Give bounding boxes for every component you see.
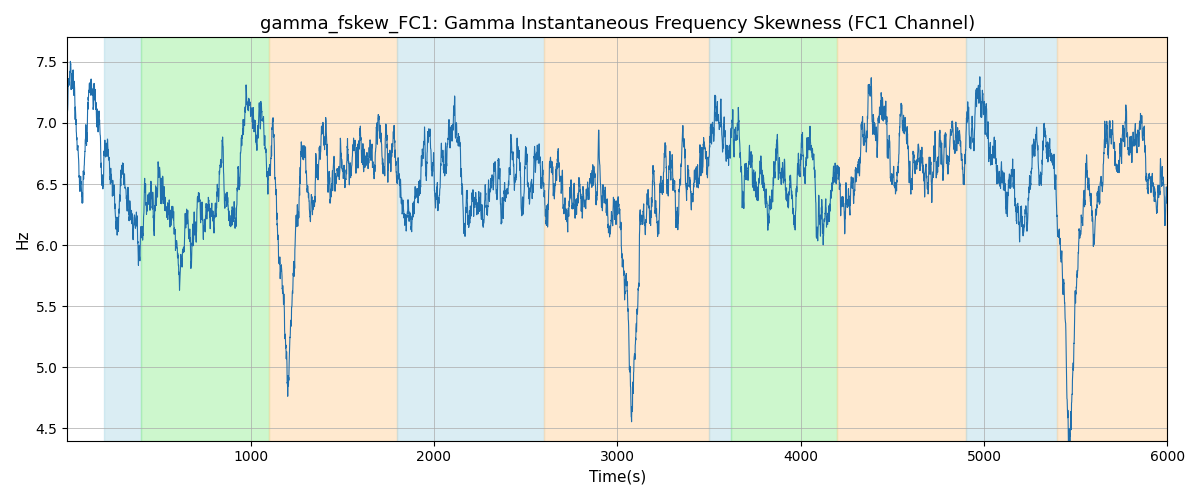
Title: gamma_fskew_FC1: Gamma Instantaneous Frequency Skewness (FC1 Channel): gamma_fskew_FC1: Gamma Instantaneous Fre… [259,15,974,34]
Bar [269,38,397,440]
Bar [731,38,838,440]
Bar [397,38,544,440]
X-axis label: Time(s): Time(s) [589,470,646,485]
Y-axis label: Hz: Hz [16,230,30,249]
Bar [966,38,1057,440]
Bar [709,38,731,440]
Bar [544,38,709,440]
Bar [1057,38,1168,440]
Bar [140,38,269,440]
Bar [838,38,966,440]
Bar [104,38,140,440]
